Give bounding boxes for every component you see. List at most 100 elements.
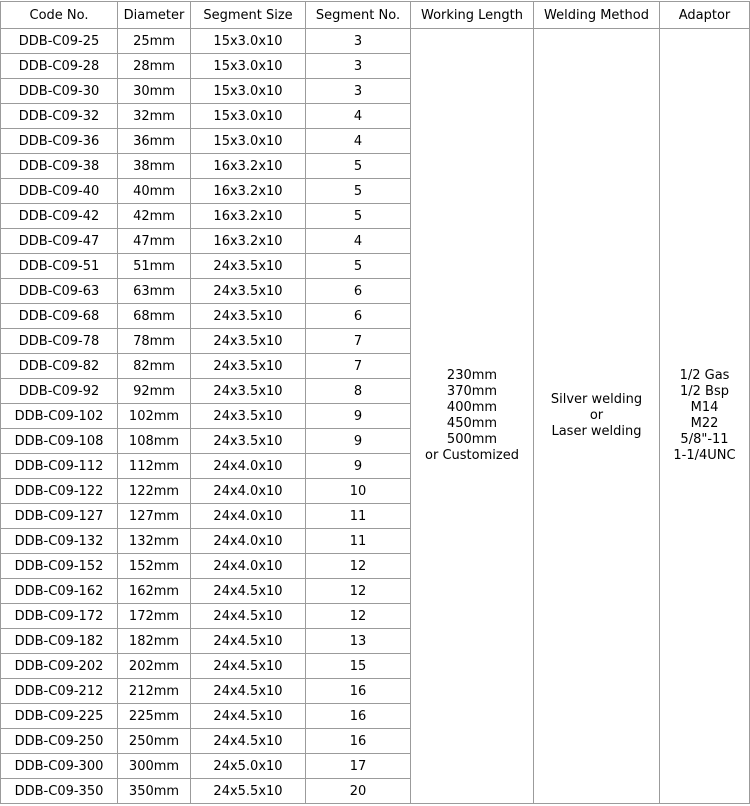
- segment-size-cell: 24x4.5x10: [190, 628, 306, 654]
- segment-size-cell: 24x4.0x10: [190, 528, 306, 554]
- segment-size-cell: 15x3.0x10: [190, 78, 306, 104]
- header-row: Code No. Diameter Segment Size Segment N…: [0, 1, 750, 29]
- diameter-cell: 36mm: [117, 128, 191, 154]
- code-no-cell: DDB-C09-30: [0, 78, 118, 104]
- table-row: DDB-C09-68 68mm 24x3.5x10 6: [0, 303, 750, 329]
- code-no-cell: DDB-C09-32: [0, 103, 118, 129]
- code-no-cell: DDB-C09-212: [0, 678, 118, 704]
- code-no-cell: DDB-C09-108: [0, 428, 118, 454]
- segment-size-cell: 24x4.5x10: [190, 578, 306, 604]
- diameter-cell: 102mm: [117, 403, 191, 429]
- segment-no-cell: 16: [305, 728, 411, 754]
- code-no-cell: DDB-C09-40: [0, 178, 118, 204]
- diameter-cell: 225mm: [117, 703, 191, 729]
- code-no-cell: DDB-C09-172: [0, 603, 118, 629]
- diameter-cell: 112mm: [117, 453, 191, 479]
- segment-no-cell: 3: [305, 53, 411, 79]
- segment-no-cell: 16: [305, 703, 411, 729]
- code-no-cell: DDB-C09-51: [0, 253, 118, 279]
- table-row: DDB-C09-30 30mm 15x3.0x10 3: [0, 78, 750, 104]
- segment-no-cell: 6: [305, 303, 411, 329]
- segment-no-cell: 5: [305, 253, 411, 279]
- col-header-adaptor: Adaptor: [659, 1, 750, 29]
- diameter-cell: 172mm: [117, 603, 191, 629]
- code-no-cell: DDB-C09-25: [0, 28, 118, 54]
- col-header-welding-method: Welding Method: [533, 1, 660, 29]
- segment-no-cell: 10: [305, 478, 411, 504]
- segment-size-cell: 16x3.2x10: [190, 178, 306, 204]
- segment-no-cell: 5: [305, 178, 411, 204]
- segment-size-cell: 24x3.5x10: [190, 353, 306, 379]
- diameter-cell: 300mm: [117, 753, 191, 779]
- table-row: DDB-C09-42 42mm 16x3.2x10 5: [0, 203, 750, 229]
- table-row: DDB-C09-28 28mm 15x3.0x10 3: [0, 53, 750, 79]
- segment-no-cell: 6: [305, 278, 411, 304]
- diameter-cell: 212mm: [117, 678, 191, 704]
- table-row: DDB-C09-78 78mm 24x3.5x10 7: [0, 328, 750, 354]
- table-row: DDB-C09-127 127mm 24x4.0x10 11: [0, 503, 750, 529]
- diameter-cell: 25mm: [117, 28, 191, 54]
- code-no-cell: DDB-C09-350: [0, 778, 118, 804]
- code-no-cell: DDB-C09-36: [0, 128, 118, 154]
- segment-size-cell: 24x4.0x10: [190, 453, 306, 479]
- segment-size-cell: 24x3.5x10: [190, 328, 306, 354]
- code-no-cell: DDB-C09-132: [0, 528, 118, 554]
- table-row: DDB-C09-212 212mm 24x4.5x10 16: [0, 678, 750, 704]
- diameter-cell: 350mm: [117, 778, 191, 804]
- diameter-cell: 28mm: [117, 53, 191, 79]
- diameter-cell: 92mm: [117, 378, 191, 404]
- table-row: DDB-C09-202 202mm 24x4.5x10 15: [0, 653, 750, 679]
- segment-no-cell: 5: [305, 203, 411, 229]
- segment-size-cell: 24x3.5x10: [190, 278, 306, 304]
- segment-size-cell: 24x4.0x10: [190, 503, 306, 529]
- segment-no-cell: 4: [305, 228, 411, 254]
- segment-size-cell: 24x4.5x10: [190, 653, 306, 679]
- segment-size-cell: 24x3.5x10: [190, 253, 306, 279]
- col-header-code-no: Code No.: [0, 1, 118, 29]
- table-row: DDB-C09-152 152mm 24x4.0x10 12: [0, 553, 750, 579]
- code-no-cell: DDB-C09-38: [0, 153, 118, 179]
- code-no-cell: DDB-C09-68: [0, 303, 118, 329]
- table-row: DDB-C09-122 122mm 24x4.0x10 10: [0, 478, 750, 504]
- working-length-cell: 230mm 370mm 400mm 450mm 500mm or Customized: [410, 28, 534, 804]
- segment-size-cell: 24x5.0x10: [190, 753, 306, 779]
- segment-size-cell: 15x3.0x10: [190, 128, 306, 154]
- code-no-cell: DDB-C09-122: [0, 478, 118, 504]
- code-no-cell: DDB-C09-250: [0, 728, 118, 754]
- diameter-cell: 42mm: [117, 203, 191, 229]
- code-no-cell: DDB-C09-300: [0, 753, 118, 779]
- table-row: DDB-C09-172 172mm 24x4.5x10 12: [0, 603, 750, 629]
- segment-no-cell: 3: [305, 78, 411, 104]
- code-no-cell: DDB-C09-47: [0, 228, 118, 254]
- table-body: DDB-C09-25 25mm 15x3.0x10 3 230mm 370mm 400mm 4…: [0, 28, 750, 804]
- segment-no-cell: 17: [305, 753, 411, 779]
- welding-method-cell: Silver welding or Laser welding: [533, 28, 660, 804]
- segment-size-cell: 16x3.2x10: [190, 228, 306, 254]
- code-no-cell: DDB-C09-202: [0, 653, 118, 679]
- code-no-cell: DDB-C09-225: [0, 703, 118, 729]
- adaptor-cell: 1/2 Gas 1/2 Bsp M14 M22 5/8"-11 1-1/4UNC: [659, 28, 750, 804]
- segment-size-cell: 24x4.5x10: [190, 678, 306, 704]
- segment-size-cell: 24x3.5x10: [190, 378, 306, 404]
- table-row: DDB-C09-38 38mm 16x3.2x10 5: [0, 153, 750, 179]
- diameter-cell: 30mm: [117, 78, 191, 104]
- segment-size-cell: 15x3.0x10: [190, 28, 306, 54]
- segment-no-cell: 11: [305, 503, 411, 529]
- segment-no-cell: 15: [305, 653, 411, 679]
- diameter-cell: 132mm: [117, 528, 191, 554]
- segment-no-cell: 13: [305, 628, 411, 654]
- diameter-cell: 202mm: [117, 653, 191, 679]
- segment-no-cell: 7: [305, 353, 411, 379]
- col-header-working-length: Working Length: [410, 1, 534, 29]
- diameter-cell: 162mm: [117, 578, 191, 604]
- diameter-cell: 63mm: [117, 278, 191, 304]
- table-row: DDB-C09-25 25mm 15x3.0x10 3 230mm 370mm 400mm 4…: [0, 28, 750, 804]
- segment-no-cell: 4: [305, 103, 411, 129]
- segment-no-cell: 11: [305, 528, 411, 554]
- segment-no-cell: 9: [305, 428, 411, 454]
- diameter-cell: 78mm: [117, 328, 191, 354]
- segment-size-cell: 15x3.0x10: [190, 53, 306, 79]
- segment-size-cell: 24x4.0x10: [190, 553, 306, 579]
- segment-size-cell: 16x3.2x10: [190, 153, 306, 179]
- segment-no-cell: 7: [305, 328, 411, 354]
